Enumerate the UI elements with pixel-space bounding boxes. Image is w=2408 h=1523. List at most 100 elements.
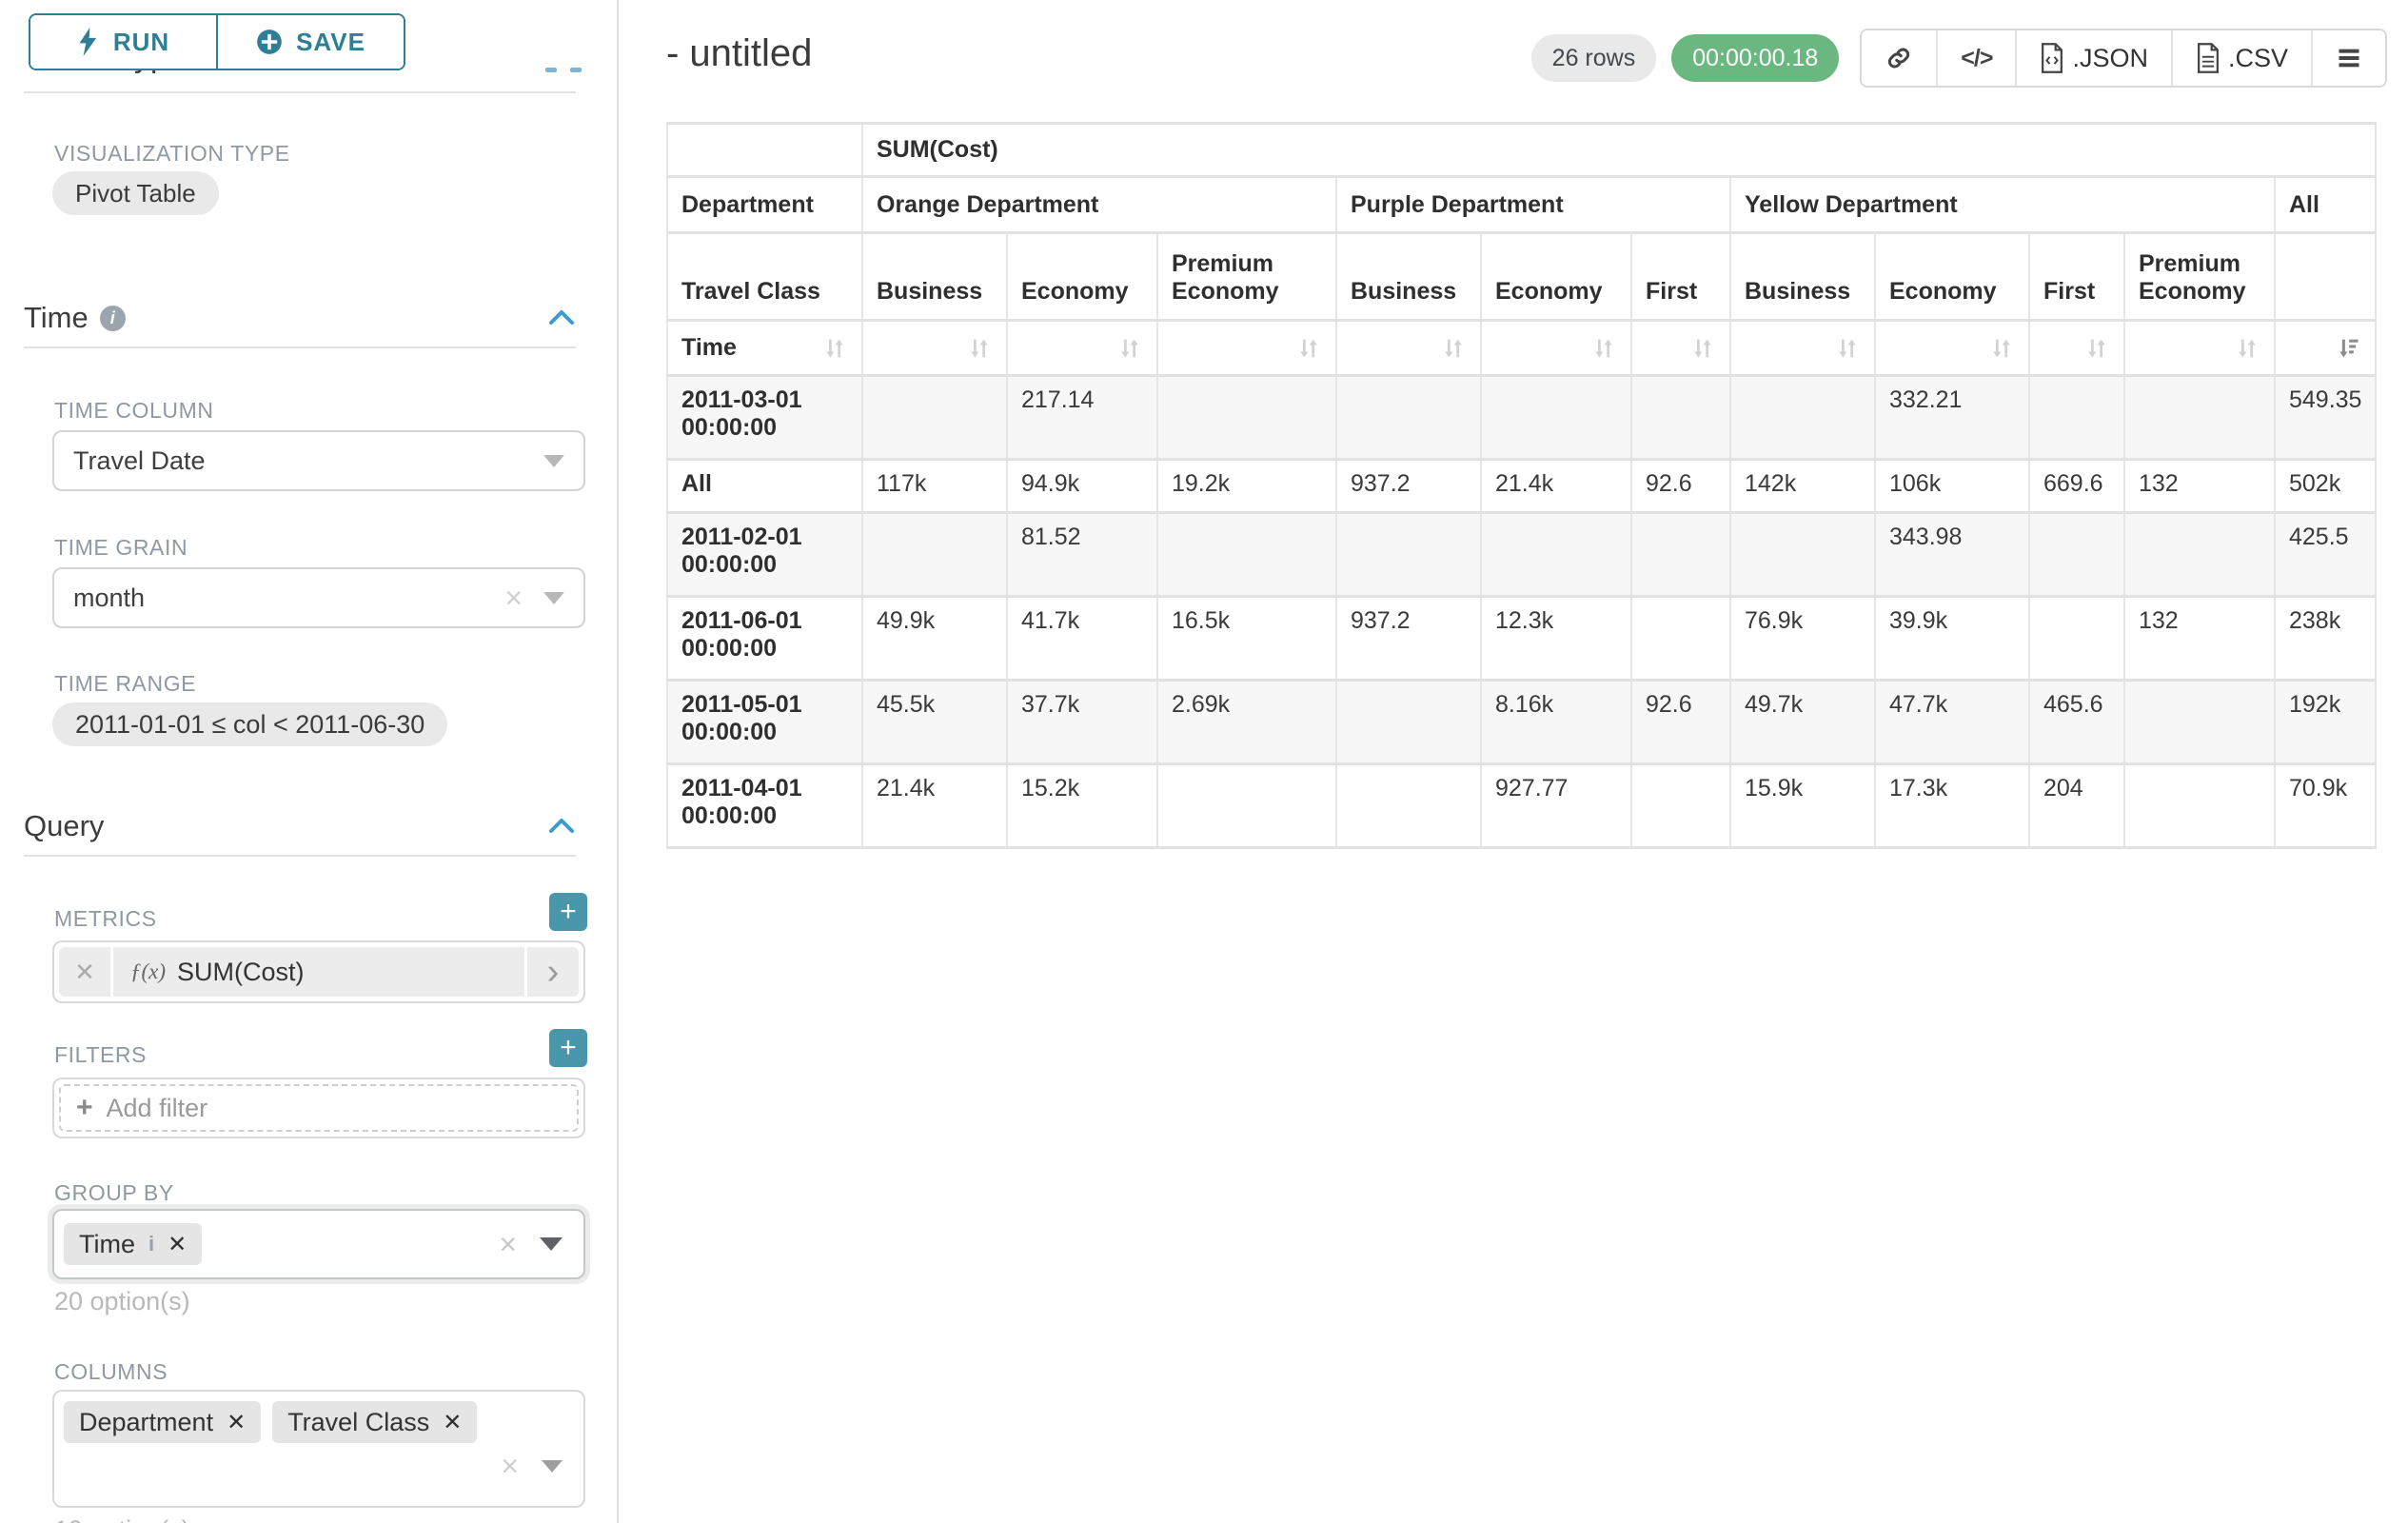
column-sort-cell[interactable] (1481, 321, 1631, 376)
time-sort-cell[interactable]: Time (667, 321, 862, 376)
value-cell: 49.7k (1730, 681, 1875, 764)
clear-icon[interactable]: × (504, 581, 523, 616)
group-by-select[interactable]: Time i ✕ × (52, 1209, 585, 1279)
value-cell (2124, 513, 2275, 597)
chevron-up-icon[interactable] (547, 308, 576, 327)
add-metric-button[interactable]: + (549, 893, 587, 931)
value-cell: 192k (2275, 681, 2376, 764)
save-button[interactable]: SAVE (218, 15, 404, 69)
department-group-header: Orange Department (862, 177, 1336, 233)
value-cell: 8.16k (1481, 681, 1631, 764)
time-section-title: Time (24, 301, 89, 335)
clear-icon[interactable]: × (501, 1449, 519, 1484)
run-save-button-group: RUN SAVE (29, 13, 405, 70)
column-sort-cell[interactable] (1007, 321, 1157, 376)
query-section-header: Query (24, 809, 576, 843)
add-filter-dropzone[interactable]: + Add filter (59, 1084, 579, 1132)
remove-tag-icon[interactable]: ✕ (443, 1409, 462, 1436)
value-cell: 425.5 (2275, 513, 2376, 597)
value-cell: 343.98 (1875, 513, 2029, 597)
menu-button[interactable] (2313, 30, 2385, 86)
travel-class-header: Premium Economy (1157, 233, 1336, 321)
value-cell (862, 376, 1007, 460)
remove-tag-icon[interactable]: ✕ (168, 1231, 187, 1258)
time-column-label: TIME COLUMN (54, 398, 214, 424)
sort-icon (1116, 335, 1143, 362)
filters-control: + Add filter (52, 1078, 585, 1138)
lightning-icon (77, 28, 100, 56)
export-json-button[interactable]: .JSON (2017, 30, 2173, 86)
code-icon: </> (1961, 45, 1992, 72)
value-cell: 21.4k (862, 764, 1007, 848)
info-icon: i (100, 306, 126, 331)
chart-header: - untitled 26 rows 00:00:00.18 </> (619, 0, 2408, 88)
share-link-button[interactable] (1862, 30, 1938, 86)
time-row-label: Time (681, 334, 737, 362)
chevron-up-icon[interactable] (547, 817, 576, 836)
column-sort-cell[interactable] (1336, 321, 1481, 376)
column-sort-cell[interactable] (1730, 321, 1875, 376)
travel-class-row-label: Travel Class (667, 233, 862, 321)
csv-file-icon (2196, 43, 2220, 73)
columns-select[interactable]: Department ✕ Travel Class ✕ × (52, 1390, 585, 1508)
visualization-type-value[interactable]: Pivot Table (52, 171, 219, 215)
column-sort-cell[interactable] (2124, 321, 2275, 376)
time-grain-select[interactable]: month × (52, 567, 585, 628)
section-divider (24, 855, 576, 857)
json-file-icon (2040, 43, 2064, 73)
column-sort-cell[interactable] (1875, 321, 2029, 376)
travel-class-header: Economy (1875, 233, 2029, 321)
chart-panel: - untitled 26 rows 00:00:00.18 </> (619, 0, 2408, 1523)
run-button[interactable]: RUN (30, 15, 218, 69)
plus-circle-icon (256, 29, 283, 55)
time-range-value[interactable]: 2011-01-01 ≤ col < 2011-06-30 (52, 702, 447, 746)
save-button-label: SAVE (296, 28, 365, 57)
remove-tag-icon[interactable]: ✕ (227, 1409, 246, 1436)
columns-tag: Department ✕ (64, 1401, 261, 1443)
sort-icon (1440, 335, 1467, 362)
column-sort-cell[interactable] (1631, 321, 1730, 376)
time-section-header: Time i (24, 301, 576, 335)
control-panel: Chart Type RUN SAVE VISUALIZATION TYPE P (0, 0, 619, 1523)
json-button-label: .JSON (2072, 44, 2148, 73)
time-column-select[interactable]: Travel Date (52, 430, 585, 491)
add-filter-placeholder: Add filter (107, 1094, 208, 1123)
row-label-cell: 2011-05-01 00:00:00 (667, 681, 862, 764)
time-column-value: Travel Date (73, 446, 206, 476)
table-row: 2011-06-01 00:00:0049.9k41.7k16.5k937.21… (667, 597, 2376, 681)
travel-class-header (2275, 233, 2376, 321)
value-cell: 465.6 (2029, 681, 2124, 764)
column-sort-cell[interactable] (1157, 321, 1336, 376)
value-cell: 47.7k (1875, 681, 2029, 764)
chevron-right-icon[interactable]: › (527, 947, 579, 997)
value-cell: 117k (862, 460, 1007, 513)
metric-value: SUM(Cost) (177, 958, 305, 987)
sort-icon (1590, 335, 1617, 362)
value-cell (1336, 513, 1481, 597)
value-cell: 238k (2275, 597, 2376, 681)
run-button-label: RUN (113, 28, 169, 57)
column-sort-cell[interactable] (2029, 321, 2124, 376)
group-by-options-hint: 20 option(s) (54, 1287, 190, 1316)
metric-pill[interactable]: ƒ(x) SUM(Cost) (113, 947, 524, 997)
value-cell: 37.7k (1007, 681, 1157, 764)
value-cell: 45.5k (862, 681, 1007, 764)
remove-metric-icon[interactable]: ✕ (59, 947, 110, 997)
value-cell: 204 (2029, 764, 2124, 848)
add-filter-button[interactable]: + (549, 1029, 587, 1067)
clear-icon[interactable]: × (499, 1227, 517, 1262)
sort-icon (2234, 335, 2260, 362)
clipped-icon-fragment (570, 68, 582, 72)
value-cell: 937.2 (1336, 460, 1481, 513)
export-csv-button[interactable]: .CSV (2173, 30, 2313, 86)
corner-cell (667, 124, 862, 177)
value-cell: 2.69k (1157, 681, 1336, 764)
value-cell (1730, 376, 1875, 460)
value-cell: 16.5k (1157, 597, 1336, 681)
view-query-button[interactable]: </> (1938, 30, 2017, 86)
chevron-down-icon (543, 455, 564, 467)
column-sort-cell[interactable] (862, 321, 1007, 376)
chevron-down-icon (540, 1237, 563, 1251)
chart-title[interactable]: - untitled (666, 32, 812, 75)
column-sort-cell[interactable] (2275, 321, 2376, 376)
